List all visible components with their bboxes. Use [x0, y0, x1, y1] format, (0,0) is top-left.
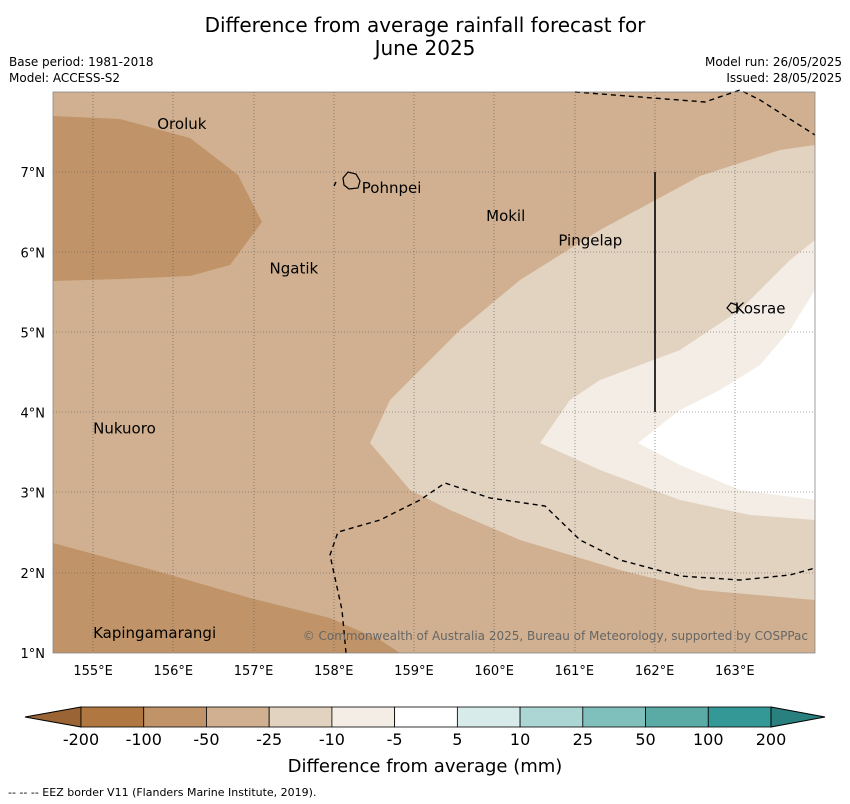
field-minus100-south	[53, 543, 400, 653]
colorbar-tick-label: 200	[755, 730, 787, 749]
lon-tick-label: 161°E	[555, 664, 595, 679]
place-label-pingelap: Pingelap	[558, 231, 622, 249]
colorbar-bin	[582, 706, 646, 728]
place-label-mokil: Mokil	[486, 207, 525, 225]
base-period-text: Base period: 1981-2018	[9, 55, 154, 69]
lat-tick-label: 1°N	[21, 647, 46, 662]
lat-tick-label: 7°N	[21, 166, 46, 181]
colorbar-tick-label: -25	[256, 730, 283, 749]
colorbar-tick-label: 10	[509, 730, 531, 749]
colorbar-tick-label: 50	[635, 730, 656, 749]
colorbar-bin	[645, 706, 709, 728]
colorbar-bin	[707, 706, 772, 728]
lon-tick-label: 158°E	[314, 664, 354, 679]
field-minus100-north	[53, 116, 262, 281]
kosrae-island	[726, 302, 739, 314]
colorbar-tick-label: 5	[452, 730, 463, 749]
place-label-pohnpei: Pohnpei	[362, 179, 422, 197]
meta-right: Model run: 26/05/2025 Issued: 28/05/2025	[705, 54, 842, 86]
rainfall-field	[53, 92, 815, 653]
colorbar-tick-label: -50	[193, 730, 220, 749]
colorbar-title: Difference from average (mm)	[287, 756, 563, 777]
colorbar-bin	[143, 706, 207, 728]
lon-tick-label: 157°E	[234, 664, 274, 679]
lon-tick-label: 162°E	[635, 664, 675, 679]
place-labels: Oroluk Pohnpei Mokil Pingelap Ngatik Kosrae Nu…	[93, 115, 785, 642]
colorbar-under-arrow	[24, 706, 82, 728]
latitude-ticks: 1°N 2°N 3°N 4°N 5°N 6°N 7°N	[21, 166, 46, 662]
title-line-1: Difference from average rainfall forecas…	[204, 13, 646, 37]
colorbar-bin	[206, 706, 270, 728]
field-minus5-band	[638, 290, 815, 500]
islands	[342, 171, 739, 314]
lat-tick-label: 2°N	[21, 567, 46, 582]
colorbar-tick-label: -200	[62, 730, 100, 749]
gridlines	[53, 92, 815, 653]
colorbar-over-arrow	[770, 706, 826, 728]
issued-text: Issued: 28/05/2025	[726, 71, 842, 85]
lat-tick-label: 6°N	[21, 246, 46, 261]
model-run-text: Model run: 26/05/2025	[704, 55, 842, 69]
colorbar-bin	[456, 706, 521, 728]
lat-tick-label: 4°N	[21, 407, 46, 422]
lon-tick-label: 155°E	[73, 664, 113, 679]
colorbar-bin	[331, 706, 396, 728]
longitude-ticks: 155°E 156°E 157°E 158°E 159°E 160°E 161°E 162°E…	[73, 664, 754, 679]
colorbar-tick-label: 25	[572, 730, 593, 749]
colorbar-tick-label: 100	[692, 730, 724, 749]
colorbar-tick-label: -10	[318, 730, 345, 749]
eez-legend-text: -- -- -- EEZ border V11 (Flanders Marine…	[8, 786, 317, 799]
lon-tick-label: 156°E	[154, 664, 194, 679]
map-frame	[52, 91, 816, 654]
place-label-oroluk: Oroluk	[157, 115, 206, 133]
title-line-2: June 2025	[374, 36, 476, 60]
place-label-kosrae: Kosrae	[735, 299, 786, 317]
lon-tick-label: 160°E	[474, 664, 514, 679]
place-label-ngatik: Ngatik	[270, 259, 319, 277]
colorbar	[24, 706, 826, 728]
place-label-nukuoro: Nukuoro	[93, 420, 156, 438]
lon-tick-label: 159°E	[394, 664, 434, 679]
colorbar-tick-label: -5	[386, 730, 403, 749]
lat-tick-label: 3°N	[21, 487, 46, 502]
chart-title: Difference from average rainfall forecas…	[0, 14, 850, 60]
colorbar-bin	[519, 706, 584, 728]
lon-tick-label: 163°E	[715, 664, 755, 679]
lat-tick-label: 5°N	[21, 326, 46, 341]
copyright-text: © Commonwealth of Australia 2025, Bureau…	[303, 629, 808, 643]
colorbar-bin	[394, 706, 458, 728]
model-text: Model: ACCESS-S2	[9, 71, 121, 85]
colorbar-tick-label: -100	[125, 730, 162, 749]
pohnpei-island	[342, 171, 361, 190]
colorbar-bin	[268, 706, 333, 728]
eez-borders	[329, 89, 816, 654]
place-label-kapingamarangi: Kapingamarangi	[93, 624, 216, 642]
colorbar-bin	[80, 706, 145, 728]
meta-left: Base period: 1981-2018 Model: ACCESS-S2	[9, 54, 154, 86]
